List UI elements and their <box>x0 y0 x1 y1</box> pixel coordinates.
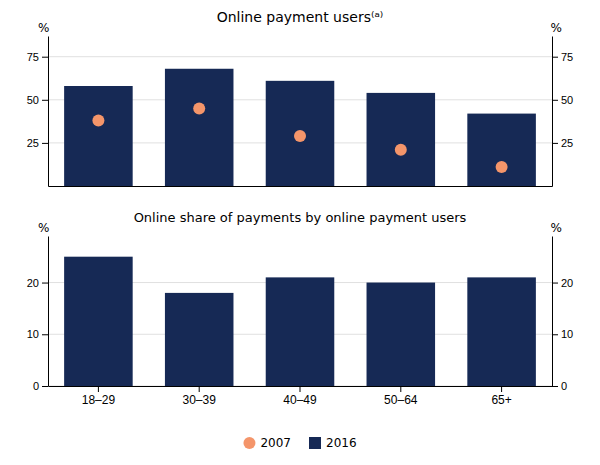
tick-label: 20 <box>561 277 573 289</box>
bar <box>467 114 536 186</box>
bar <box>64 86 133 186</box>
y2-axis: 25 50 75 <box>552 37 573 187</box>
tick: 50 <box>27 94 48 106</box>
tick-mark <box>552 386 558 387</box>
tick: 50–64 <box>384 386 418 407</box>
tick-mark <box>42 283 48 284</box>
tick: 25 <box>552 137 573 149</box>
tick: 40–49 <box>283 386 317 407</box>
axis-line <box>552 237 553 387</box>
tick-mark <box>98 386 99 392</box>
tick-label: 50 <box>561 94 573 106</box>
legend-swatch <box>309 437 321 449</box>
tick: 65+ <box>491 386 511 407</box>
tick-mark <box>42 143 48 144</box>
y-axis-label: % <box>38 221 49 235</box>
tick-label: 0 <box>33 380 39 392</box>
tick-mark <box>552 334 558 335</box>
y2-axis: 0 10 20 <box>552 237 573 393</box>
tick: 25 <box>27 137 48 149</box>
bar <box>266 277 335 386</box>
tick-mark <box>400 386 401 392</box>
tick-label: 18–29 <box>82 393 116 407</box>
point-series <box>92 102 507 173</box>
bar <box>266 81 335 186</box>
tick-label: 10 <box>27 328 39 340</box>
point <box>92 114 104 126</box>
tick-label: 20 <box>27 277 39 289</box>
tick: 20 <box>27 277 48 289</box>
bar <box>165 293 234 386</box>
legend-label: 2016 <box>326 436 357 450</box>
tick-label: 50–64 <box>384 393 418 407</box>
tick: 10 <box>552 328 573 340</box>
tick-mark <box>552 283 558 284</box>
bar-series <box>64 257 536 386</box>
legend-item: 2016 <box>309 436 357 450</box>
tick: 75 <box>27 51 48 63</box>
tick-label: 65+ <box>491 393 511 407</box>
axis-line <box>48 37 49 187</box>
tick-mark <box>42 100 48 101</box>
tick-label: 75 <box>561 51 573 63</box>
grid-line <box>48 56 552 57</box>
tick-mark <box>42 334 48 335</box>
axis-line <box>48 237 49 387</box>
point <box>496 161 508 173</box>
tick-label: 50 <box>27 94 39 106</box>
y-axis: 0 10 20 <box>27 237 49 393</box>
x-axis: 18–29 30–39 40–49 50–64 65+ <box>49 386 553 407</box>
legend-item: 2007 <box>243 436 291 450</box>
bar-series <box>64 69 536 186</box>
tick: 50 <box>552 94 573 106</box>
bar <box>467 277 536 386</box>
bar <box>367 93 436 186</box>
tick-mark <box>552 57 558 58</box>
point <box>294 130 306 142</box>
title: Online share of payments by online payme… <box>134 210 467 225</box>
tick-label: 75 <box>27 51 39 63</box>
x-axis <box>49 186 553 188</box>
y-axis: 25 50 75 <box>27 37 49 187</box>
axis-line <box>552 37 553 187</box>
legend-label: 2007 <box>260 436 291 450</box>
tick: 0 <box>552 380 567 392</box>
tick-mark <box>501 386 502 392</box>
tick-label: 30–39 <box>183 393 217 407</box>
bar <box>165 69 234 186</box>
point <box>193 102 205 114</box>
tick-label: 40–49 <box>283 393 317 407</box>
legend: 2007 2016 <box>243 436 356 450</box>
legend-marker <box>243 437 255 449</box>
title: Online payment users⁽ᵃ⁾ <box>217 9 384 25</box>
tick-label: 25 <box>561 137 573 149</box>
axis-line <box>49 186 553 187</box>
tick: 20 <box>552 277 573 289</box>
bar <box>367 283 436 386</box>
y2-axis-label: % <box>551 221 562 235</box>
panel: 25 50 75 25 50 75 Online payment users⁽ᵃ⁾%% <box>27 9 574 187</box>
tick: 0 <box>33 380 48 392</box>
point <box>395 144 407 156</box>
tick-mark <box>42 57 48 58</box>
tick-mark <box>42 386 48 387</box>
tick: 30–39 <box>183 386 217 407</box>
y2-axis-label: % <box>551 21 562 35</box>
tick-mark <box>552 143 558 144</box>
bar <box>64 257 133 386</box>
tick: 75 <box>552 51 573 63</box>
plot-area <box>64 257 536 386</box>
tick-label: 10 <box>561 328 573 340</box>
y-axis-label: % <box>38 21 49 35</box>
tick-mark <box>552 100 558 101</box>
panel: 18–29 30–39 40–49 50–64 65+ 0 10 20 0 10 20 Online … <box>27 210 574 407</box>
chart: 255075255075Online payment users⁽ᵃ⁾%%18–… <box>0 0 600 465</box>
tick-label: 0 <box>561 380 567 392</box>
tick-label: 25 <box>27 137 39 149</box>
tick-mark <box>199 386 200 392</box>
tick: 18–29 <box>82 386 116 407</box>
tick-mark <box>300 386 301 392</box>
tick: 10 <box>27 328 48 340</box>
plot-area <box>64 69 536 186</box>
